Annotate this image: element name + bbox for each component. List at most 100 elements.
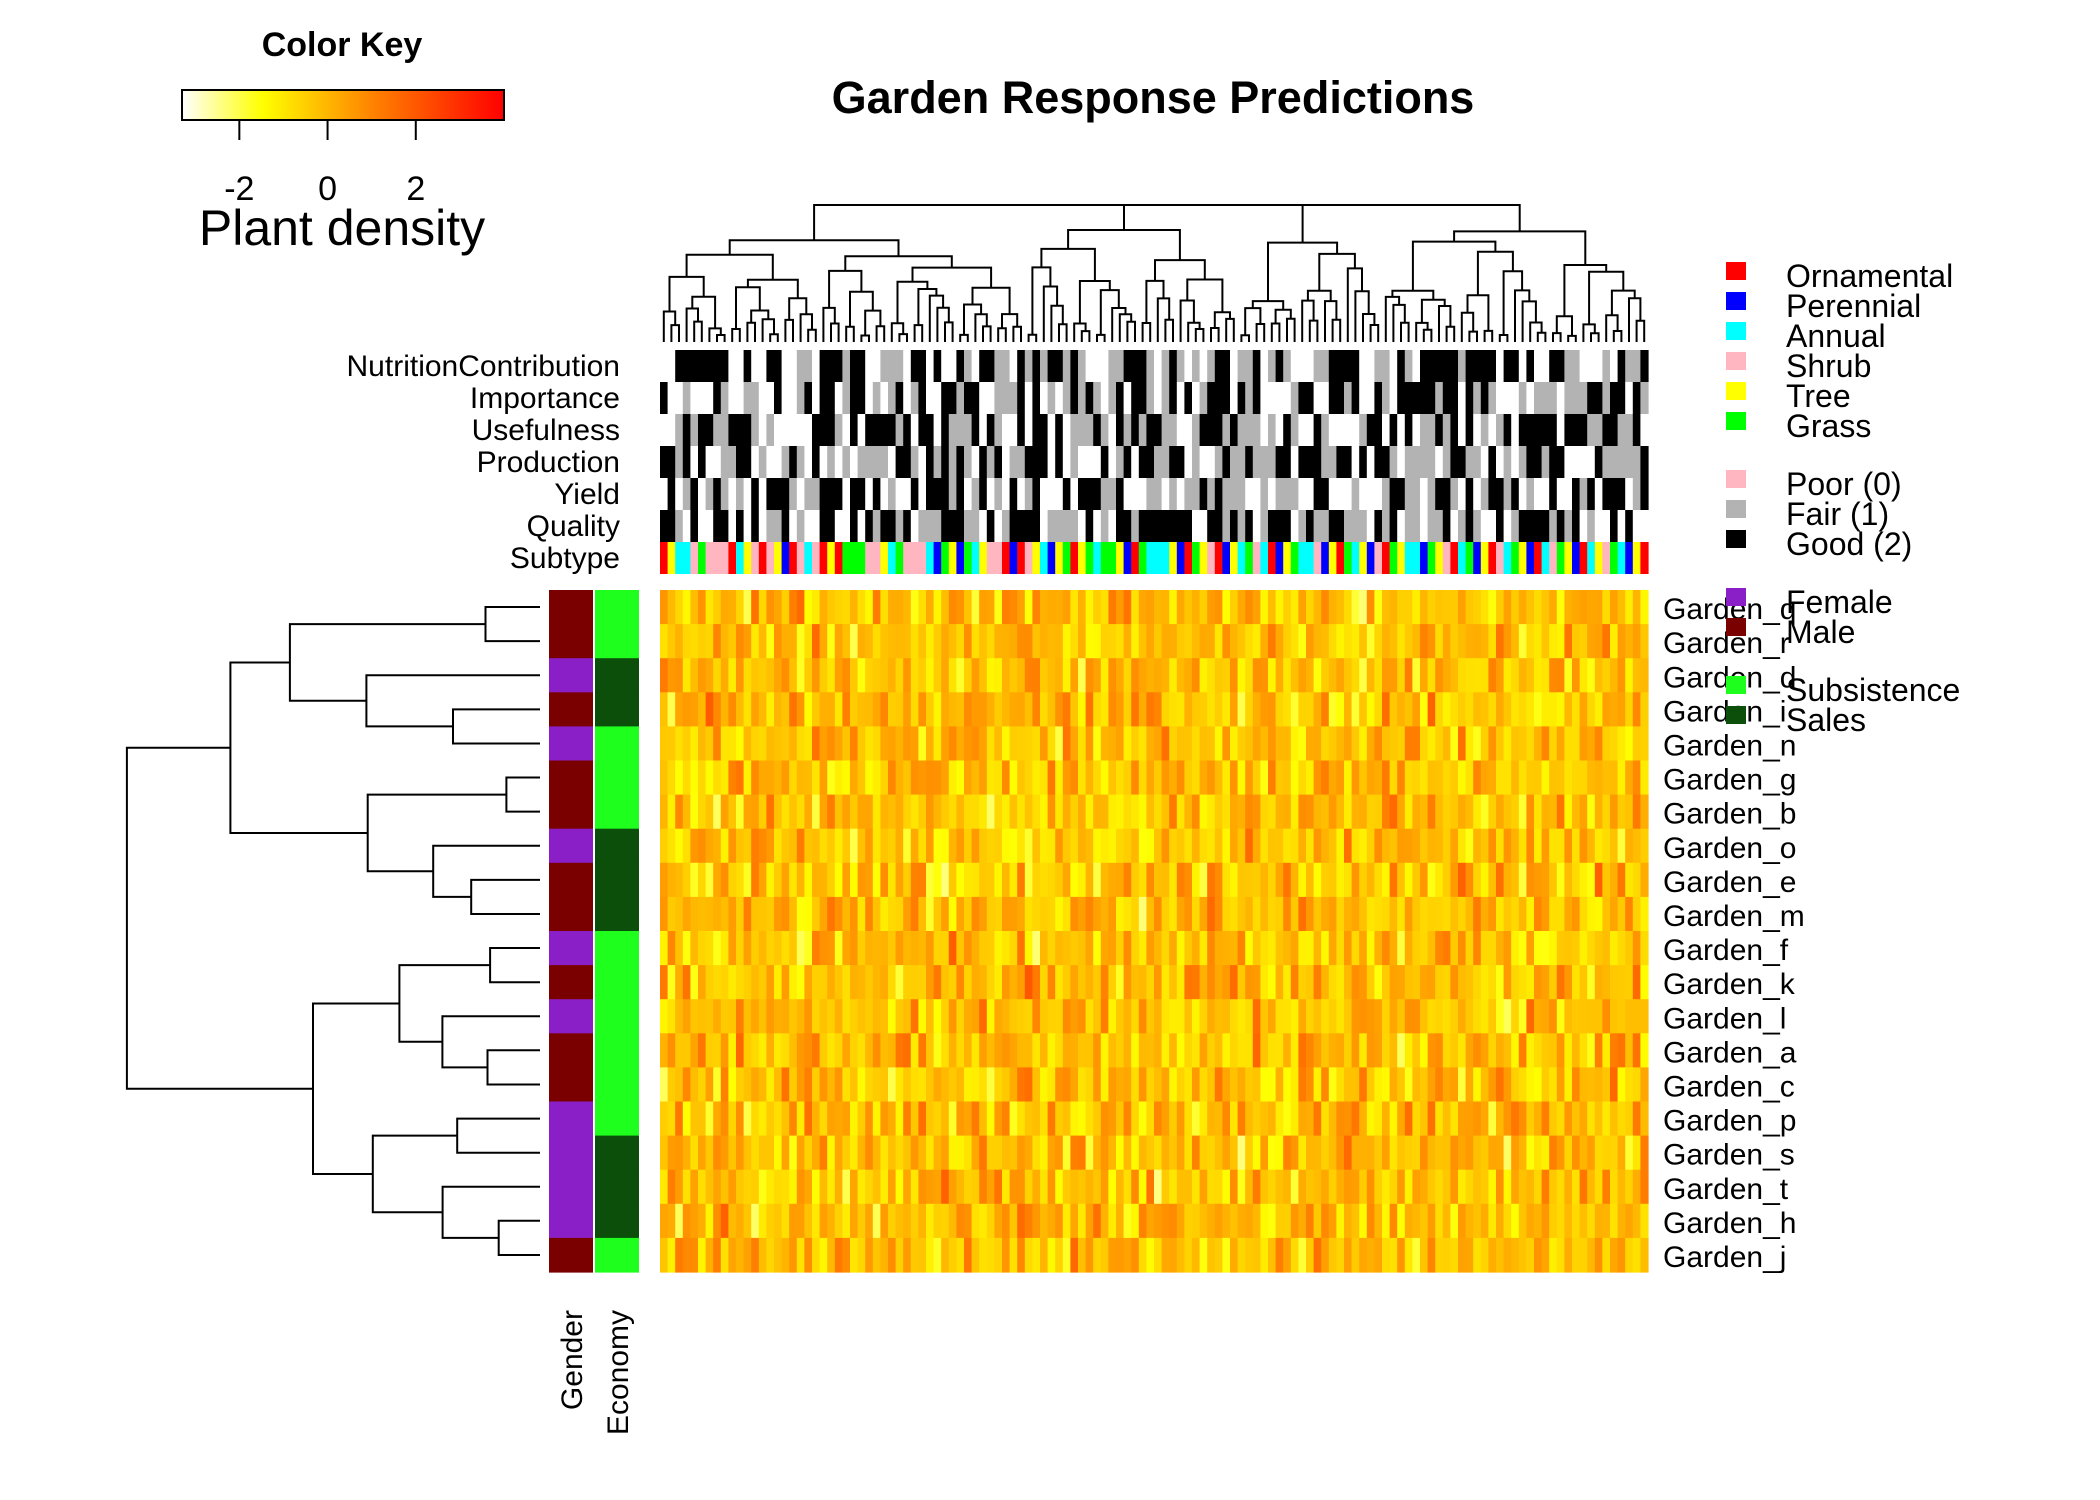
heatmap-cell [758, 862, 767, 898]
heatmap-cell [1252, 624, 1261, 659]
heatmap-cell [926, 1135, 935, 1171]
heatmap-cell [789, 1203, 798, 1239]
heatmap-cell [667, 999, 676, 1034]
heatmap-cell [1123, 1203, 1132, 1239]
heatmap-cell [1526, 862, 1535, 898]
heatmap-cell [758, 624, 767, 659]
heatmap-cell [1032, 1101, 1041, 1137]
score-cell [713, 446, 722, 478]
heatmap-cell [728, 1033, 737, 1068]
heatmap-cell [1640, 999, 1649, 1034]
heatmap-cell [1420, 931, 1429, 966]
heatmap-cell [941, 1169, 950, 1205]
heatmap-cell [1625, 1101, 1634, 1137]
heatmap-cell [1062, 726, 1071, 762]
heatmap-cell [713, 965, 722, 1000]
heatmap-cell [751, 1101, 760, 1137]
score-cell [705, 446, 714, 478]
heatmap-cell [675, 590, 684, 625]
heatmap-cell [1078, 624, 1087, 659]
dendrogram-branch [750, 309, 770, 323]
dendrogram-branch [1225, 317, 1235, 342]
heatmap-cell [1632, 794, 1641, 830]
heatmap-cell [1237, 590, 1246, 625]
heatmap-cell [1024, 828, 1033, 864]
dendrogram-branch [845, 325, 855, 342]
heatmap-cell [842, 726, 851, 762]
score-cell [1450, 510, 1459, 542]
heatmap-cell [994, 692, 1003, 727]
heatmap-cell [1009, 726, 1018, 762]
heatmap-cell [903, 1101, 912, 1137]
heatmap-cell [1306, 794, 1315, 830]
heatmap-cell [1412, 896, 1421, 932]
heatmap-cell [1245, 726, 1254, 762]
heatmap-cell [1009, 624, 1018, 659]
subtype-cell [1176, 542, 1185, 574]
heatmap-cell [1260, 590, 1269, 625]
heatmap-cell [994, 1067, 1003, 1103]
heatmap-cell [1085, 590, 1094, 625]
heatmap-cell [1336, 1033, 1345, 1068]
heatmap-cell [796, 658, 805, 693]
score-cell [1549, 414, 1558, 446]
heatmap-cell [1214, 692, 1223, 727]
score-cell [1252, 478, 1261, 510]
heatmap-cell [956, 760, 965, 796]
heatmap-cell [918, 1203, 927, 1239]
heatmap-cell [1169, 794, 1178, 830]
score-cell [1632, 478, 1641, 510]
heatmap-cell [1108, 658, 1117, 693]
heatmap-cell [751, 1135, 760, 1171]
heatmap-cell [1222, 1237, 1231, 1273]
heatmap-cell [1617, 965, 1626, 1000]
heatmap-cell [857, 1135, 866, 1171]
dendrogram-branch [1324, 300, 1338, 342]
subtype-cell [1192, 542, 1201, 574]
heatmap-cell [948, 1237, 957, 1273]
heatmap-cell [1283, 1067, 1292, 1103]
heatmap-cell [888, 828, 897, 864]
score-cell [766, 510, 775, 542]
dendrogram-branch [911, 266, 993, 288]
heatmap-cell [1511, 862, 1520, 898]
heatmap-cell [1328, 1135, 1337, 1171]
heatmap-cell [933, 1135, 942, 1171]
heatmap-cell [1009, 862, 1018, 898]
heatmap-cell [1116, 692, 1125, 727]
score-cell [667, 382, 676, 414]
heatmap-cell [1374, 1067, 1383, 1103]
subtype-cell [979, 542, 988, 574]
heatmap-cell [781, 1203, 790, 1239]
heatmap-cell [994, 828, 1003, 864]
heatmap-cell [766, 1203, 775, 1239]
heatmap-cell [774, 828, 783, 864]
heatmap-cell [1389, 965, 1398, 1000]
heatmap-cell [1199, 1101, 1208, 1137]
heatmap-cell [1108, 862, 1117, 898]
heatmap-cell [1617, 760, 1626, 796]
heatmap-cell [1480, 794, 1489, 830]
heatmap-cell [1260, 828, 1269, 864]
score-cell [1146, 510, 1155, 542]
score-cell [743, 350, 752, 382]
heatmap-cell [1070, 862, 1079, 898]
heatmap-cell [774, 590, 783, 625]
heatmap-cell [789, 794, 798, 830]
heatmap-cell [1511, 896, 1520, 932]
heatmap-cell [1579, 828, 1588, 864]
heatmap-cell [865, 862, 874, 898]
heatmap-cell [1078, 1237, 1087, 1273]
heatmap-cell [880, 931, 889, 966]
score-cell [918, 350, 927, 382]
heatmap-cell [667, 965, 676, 1000]
score-cell [1055, 414, 1064, 446]
subtype-cell [1131, 542, 1140, 574]
heatmap-cell [1085, 692, 1094, 727]
score-cell [1222, 478, 1231, 510]
heatmap-cell [1336, 965, 1345, 1000]
heatmap-cell [1458, 1237, 1467, 1273]
heatmap-cell [1382, 726, 1391, 762]
heatmap-cell [1556, 794, 1565, 830]
heatmap-cell [1085, 1101, 1094, 1137]
